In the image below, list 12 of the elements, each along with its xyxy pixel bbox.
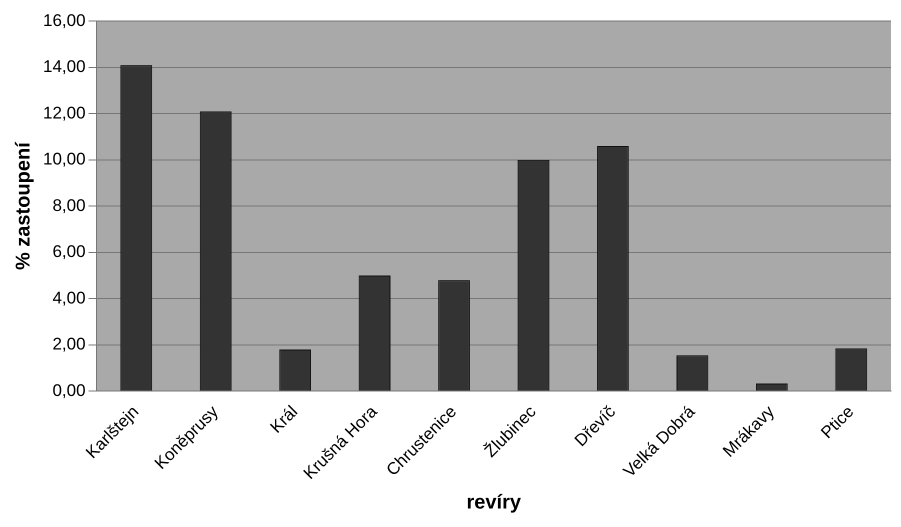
y-tick-label: 16,00 [42,10,86,30]
y-tick-label: 0,00 [52,380,86,400]
y-tick-label: 6,00 [52,242,86,262]
y-tick-label: 8,00 [52,196,86,215]
y-tick-label: 4,00 [52,288,86,308]
x-axis-title: revíry [466,492,522,514]
y-tick-label: 12,00 [42,103,86,122]
y-tick-label: 2,00 [52,334,86,354]
y-tick-label: 10,00 [42,150,86,169]
y-tick-label: 14,00 [42,57,86,76]
y-axis-title: % zastoupení [12,140,35,270]
x-tick-label: Král [266,402,302,437]
